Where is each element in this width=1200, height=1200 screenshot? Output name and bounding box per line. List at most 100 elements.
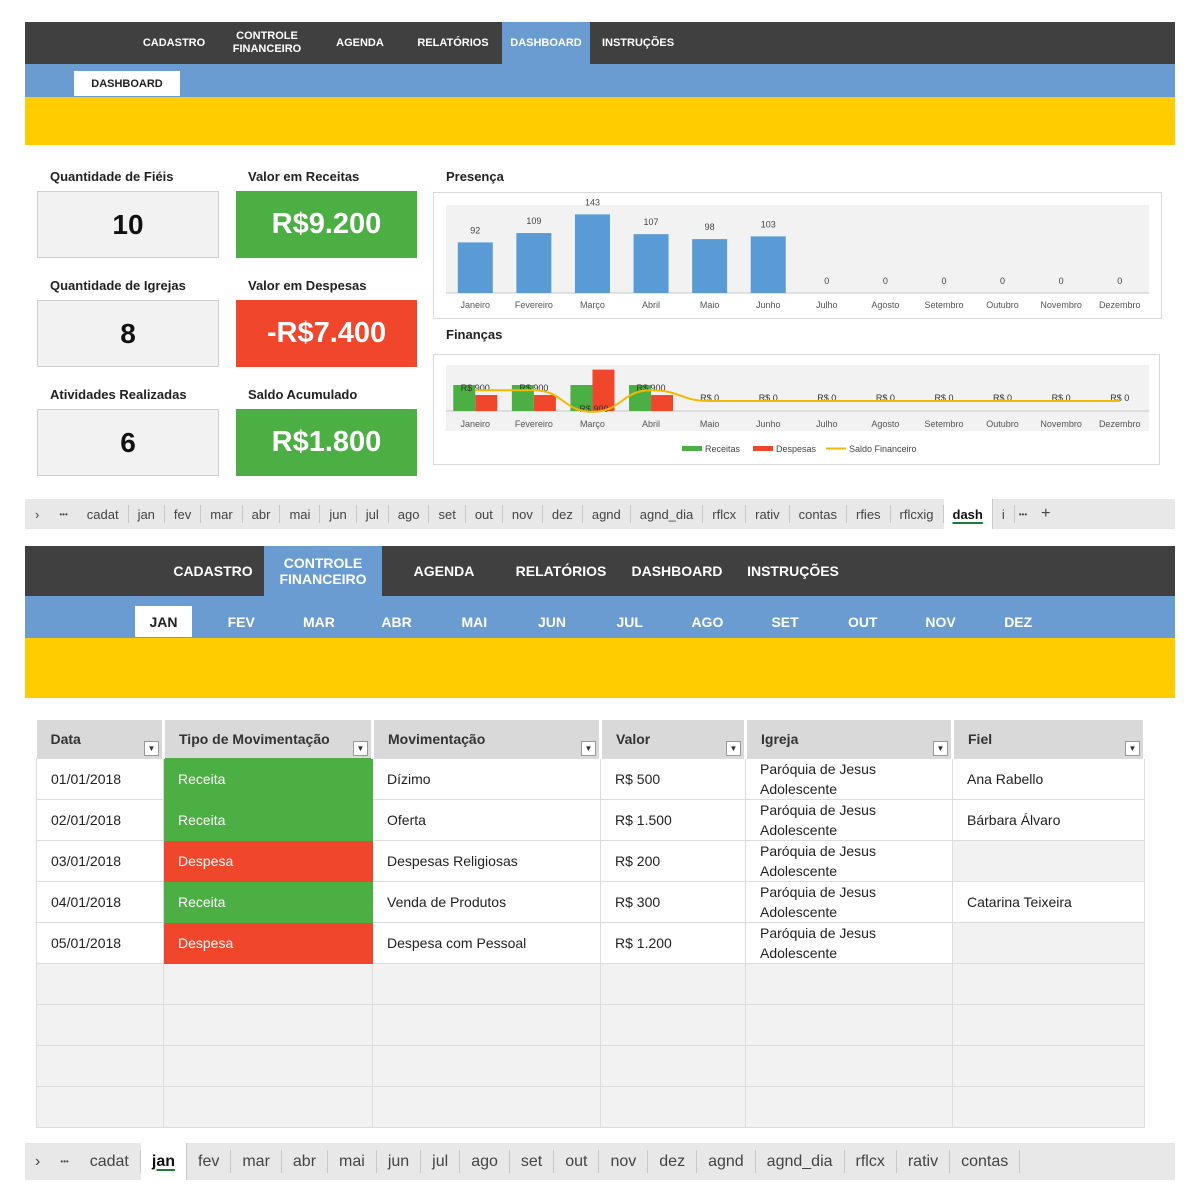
top-nav-agenda[interactable]: AGENDA bbox=[336, 36, 384, 49]
sheet-tab-jan[interactable]: jan bbox=[140, 1143, 187, 1180]
empty-cell[interactable] bbox=[600, 1085, 746, 1128]
month-tab-jun[interactable]: JUN bbox=[537, 613, 566, 630]
cell-fiel[interactable]: Bárbara Álvaro bbox=[952, 798, 1145, 841]
cell-tipo[interactable]: Despesa bbox=[163, 839, 373, 882]
sheet-tab-dez[interactable]: dez bbox=[543, 505, 583, 523]
cell-movimentacao[interactable]: Despesas Religiosas bbox=[372, 839, 601, 882]
sheet-tab-cadat[interactable]: cadat bbox=[78, 505, 129, 523]
empty-cell[interactable] bbox=[372, 962, 601, 1005]
cell-data[interactable]: 03/01/2018 bbox=[36, 839, 164, 882]
cell-fiel[interactable] bbox=[952, 921, 1145, 964]
sheet-tab-rflcx[interactable]: rflcx bbox=[845, 1150, 897, 1173]
sheet-tab-out[interactable]: out bbox=[554, 1150, 600, 1173]
filter-dropdown-icon[interactable]: ▼ bbox=[1125, 740, 1140, 756]
cell-valor[interactable]: R$ 1.500 bbox=[600, 798, 746, 841]
cell-igreja[interactable]: Paróquia de Jesus Adolescente bbox=[745, 798, 953, 841]
empty-cell[interactable] bbox=[163, 1085, 373, 1128]
sheet-scroll-right-icon[interactable]: › bbox=[35, 1152, 41, 1170]
cell-data[interactable]: 04/01/2018 bbox=[36, 880, 164, 923]
filter-dropdown-icon[interactable]: ▼ bbox=[726, 740, 741, 756]
sheet-tab-jul[interactable]: jul bbox=[357, 505, 389, 523]
sheet-tab-ago[interactable]: ago bbox=[389, 505, 430, 523]
cell-fiel[interactable]: Catarina Teixeira bbox=[952, 880, 1145, 923]
sheet-tab-rativ[interactable]: rativ bbox=[897, 1150, 951, 1173]
empty-cell[interactable] bbox=[600, 962, 746, 1005]
empty-cell[interactable] bbox=[600, 1003, 746, 1046]
sheet-tab-nov[interactable]: nov bbox=[503, 505, 543, 523]
top-nav-controle-financeiro[interactable]: CONTROLE FINANCEIRO bbox=[232, 30, 302, 55]
empty-cell[interactable] bbox=[372, 1003, 601, 1046]
sheet-tab-i[interactable]: i bbox=[993, 505, 1015, 523]
cell-data[interactable]: 02/01/2018 bbox=[36, 798, 164, 841]
empty-cell[interactable] bbox=[163, 962, 373, 1005]
cell-data[interactable]: 05/01/2018 bbox=[36, 921, 164, 964]
sheet-tab-mar[interactable]: mar bbox=[231, 1150, 282, 1173]
cell-fiel[interactable] bbox=[952, 839, 1145, 882]
bottom-nav-relatorios[interactable]: RELATÓRIOS bbox=[515, 562, 607, 579]
top-subtab-dashboard[interactable]: DASHBOARD bbox=[74, 71, 180, 96]
sheet-scroll-right-icon[interactable]: › bbox=[35, 506, 40, 522]
bottom-nav-instrucoes[interactable]: INSTRUÇÕES bbox=[747, 562, 839, 579]
bottom-nav-cadastro[interactable]: CADASTRO bbox=[173, 562, 253, 579]
sheet-tab-mai[interactable]: mai bbox=[280, 505, 321, 523]
sheet-tab-contas[interactable]: contas bbox=[790, 505, 847, 523]
cell-igreja[interactable]: Paróquia de Jesus Adolescente bbox=[745, 921, 953, 964]
month-tab-mai[interactable]: MAI bbox=[461, 613, 488, 630]
month-tab-nov[interactable]: NOV bbox=[925, 613, 956, 630]
empty-cell[interactable] bbox=[163, 1044, 373, 1087]
sheet-tab-mai[interactable]: mai bbox=[328, 1150, 377, 1173]
empty-cell[interactable] bbox=[952, 1044, 1145, 1087]
month-tab-dez[interactable]: DEZ bbox=[1004, 613, 1033, 630]
cell-igreja[interactable]: Paróquia de Jesus Adolescente bbox=[745, 880, 953, 923]
empty-cell[interactable] bbox=[36, 1085, 164, 1128]
empty-cell[interactable] bbox=[372, 1044, 601, 1087]
sheet-tab-rflcxig[interactable]: rflcxig bbox=[891, 505, 944, 523]
sheet-tab-agnd[interactable]: agnd bbox=[583, 505, 631, 523]
empty-cell[interactable] bbox=[163, 1003, 373, 1046]
empty-cell[interactable] bbox=[952, 1085, 1145, 1128]
sheet-tab-nov[interactable]: nov bbox=[599, 1150, 649, 1173]
sheet-tab-cadat[interactable]: cadat bbox=[79, 1150, 141, 1173]
empty-cell[interactable] bbox=[372, 1085, 601, 1128]
top-nav-relatorios[interactable]: RELATÓRIOS bbox=[417, 36, 489, 49]
empty-cell[interactable] bbox=[952, 962, 1145, 1005]
sheet-more-icon[interactable]: ••• bbox=[59, 509, 68, 519]
month-tab-jan[interactable]: JAN bbox=[135, 606, 192, 637]
sheet-tab-rflcx[interactable]: rflcx bbox=[703, 505, 747, 523]
sheet-tab-rativ[interactable]: rativ bbox=[746, 505, 790, 523]
cell-movimentacao[interactable]: Oferta bbox=[372, 798, 601, 841]
sheet-more-icon[interactable]: ••• bbox=[60, 1157, 69, 1166]
sheet-tab-mar[interactable]: mar bbox=[201, 505, 243, 523]
filter-dropdown-icon[interactable]: ▼ bbox=[353, 740, 368, 756]
cell-tipo[interactable]: Despesa bbox=[163, 921, 373, 964]
empty-cell[interactable] bbox=[745, 1044, 953, 1087]
month-tab-ago[interactable]: AGO bbox=[691, 613, 724, 630]
sheet-tab-set[interactable]: set bbox=[429, 505, 466, 523]
month-tab-set[interactable]: SET bbox=[771, 613, 799, 630]
cell-valor[interactable]: R$ 300 bbox=[600, 880, 746, 923]
sheet-tab-fev[interactable]: fev bbox=[187, 1150, 232, 1173]
month-tab-mar[interactable]: MAR bbox=[302, 613, 335, 630]
empty-cell[interactable] bbox=[745, 962, 953, 1005]
sheet-tab-abr[interactable]: abr bbox=[282, 1150, 329, 1173]
sheet-tab-jun[interactable]: jun bbox=[377, 1150, 422, 1173]
top-nav-cadastro[interactable]: CADASTRO bbox=[142, 36, 206, 49]
cell-fiel[interactable]: Ana Rabello bbox=[952, 757, 1145, 800]
cell-igreja[interactable]: Paróquia de Jesus Adolescente bbox=[745, 757, 953, 800]
cell-movimentacao[interactable]: Despesa com Pessoal bbox=[372, 921, 601, 964]
sheet-tab-agnd_dia[interactable]: agnd_dia bbox=[631, 505, 704, 523]
cell-tipo[interactable]: Receita bbox=[163, 757, 373, 800]
cell-tipo[interactable]: Receita bbox=[163, 880, 373, 923]
sheet-tab-set[interactable]: set bbox=[510, 1150, 555, 1173]
bottom-nav-dashboard[interactable]: DASHBOARD bbox=[631, 562, 723, 579]
sheet-tab-jun[interactable]: jun bbox=[320, 505, 357, 523]
cell-valor[interactable]: R$ 500 bbox=[600, 757, 746, 800]
month-tab-abr[interactable]: ABR bbox=[381, 613, 412, 630]
cell-igreja[interactable]: Paróquia de Jesus Adolescente bbox=[745, 839, 953, 882]
cell-data[interactable]: 01/01/2018 bbox=[36, 757, 164, 800]
cell-tipo[interactable]: Receita bbox=[163, 798, 373, 841]
sheet-tab-abr[interactable]: abr bbox=[243, 505, 281, 523]
filter-dropdown-icon[interactable]: ▼ bbox=[581, 740, 596, 756]
cell-movimentacao[interactable]: Venda de Produtos bbox=[372, 880, 601, 923]
cell-movimentacao[interactable]: Dízimo bbox=[372, 757, 601, 800]
